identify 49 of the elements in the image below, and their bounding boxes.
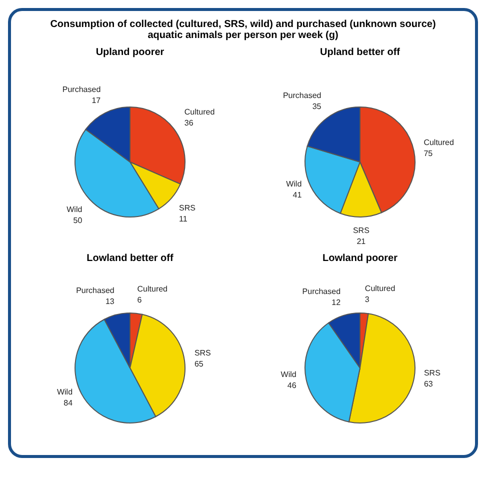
data-label: 12 bbox=[332, 298, 342, 307]
slice-label: SRS bbox=[424, 368, 440, 378]
data-label: 84 bbox=[64, 398, 74, 408]
data-label: 63 bbox=[424, 379, 434, 388]
chart-title: Lowland poorer bbox=[322, 253, 398, 264]
slice-label: Wild bbox=[56, 387, 73, 396]
chart-title: Upland better off bbox=[319, 47, 401, 58]
data-label: 21 bbox=[356, 236, 366, 246]
data-label: 17 bbox=[92, 96, 102, 106]
data-label: 35 bbox=[312, 102, 322, 111]
pie-slice bbox=[130, 106, 186, 185]
pie-slice bbox=[130, 314, 186, 418]
data-label: 11 bbox=[179, 214, 188, 224]
slice-label: Cultured bbox=[424, 138, 454, 148]
slice-label: Cultured bbox=[184, 107, 215, 116]
pie-slice bbox=[360, 106, 416, 214]
pie-slice bbox=[348, 313, 416, 424]
data-label: 41 bbox=[292, 190, 302, 200]
data-label: 50 bbox=[73, 216, 83, 226]
pie-slice bbox=[304, 322, 360, 422]
pie-slice bbox=[340, 162, 382, 218]
slice-label: SRS bbox=[179, 204, 196, 213]
pie-slice bbox=[74, 318, 156, 424]
data-label: 36 bbox=[184, 118, 194, 128]
pie-slice bbox=[130, 162, 181, 210]
data-label: 13 bbox=[105, 296, 115, 306]
slice-label: Cultured bbox=[364, 284, 396, 294]
slice-label: Wild bbox=[286, 180, 302, 189]
slice-label: Purchased bbox=[62, 85, 101, 94]
pie-slice bbox=[328, 312, 360, 368]
rounded-frame: Consumption of collected (cultured, SRS, wild) and purchased (unknown source) aquatic animals per person per week (g) Upland poorer Cultured 36 SRS 11 Wild 50 Purchased 17 Upland better off Cultured 75 SRS 21 Wild 41 Purchased 35 Lowland better off Cultured 6 SRS 65 Wild 84 Purchased 13 Lowland poorer Cultured 3 SRS 63 Wild 46 Purchased 12 bbox=[8, 8, 478, 458]
slice-label: Cultured bbox=[137, 284, 168, 294]
slice-label: Purchased bbox=[302, 286, 341, 296]
data-label: 6 bbox=[137, 295, 142, 304]
slice-label: Wild bbox=[280, 370, 296, 380]
data-label: 3 bbox=[364, 295, 370, 304]
pie-slice bbox=[104, 312, 130, 368]
slice-label: Purchased bbox=[282, 90, 322, 100]
data-label: 46 bbox=[287, 381, 297, 390]
chart-title: Upland poorer bbox=[94, 47, 166, 58]
pie-slice bbox=[85, 106, 130, 162]
slice-label: Wild bbox=[66, 205, 82, 214]
slice-label: SRS bbox=[194, 348, 211, 358]
chart-title: Lowland better off bbox=[86, 253, 174, 264]
data-label: 75 bbox=[424, 149, 434, 158]
data-label: 65 bbox=[194, 360, 204, 369]
slice-label: Purchased bbox=[76, 286, 114, 295]
pie-slice bbox=[304, 146, 360, 214]
slice-label: SRS bbox=[352, 226, 370, 235]
